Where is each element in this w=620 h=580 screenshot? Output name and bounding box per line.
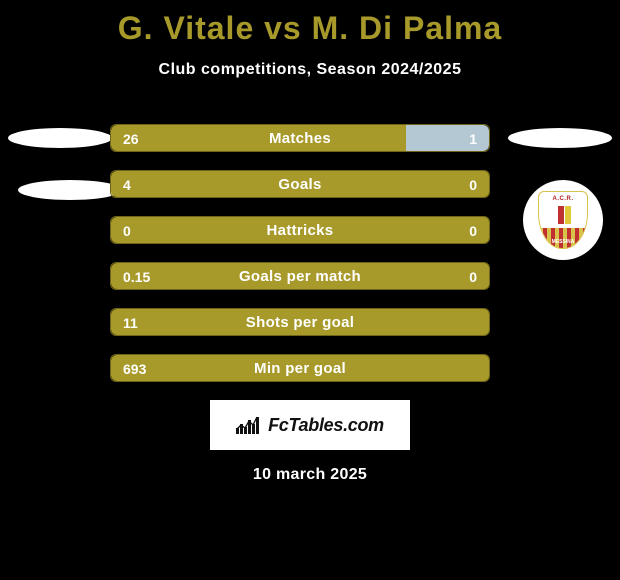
stat-row: 11Shots per goal [110, 308, 490, 336]
player-left-avatar [18, 180, 122, 200]
date-label: 10 march 2025 [0, 466, 620, 484]
vs-text: vs [254, 10, 311, 46]
fctables-icon [236, 412, 262, 438]
stat-row: 0.150Goals per match [110, 262, 490, 290]
comparison-title: G. Vitale vs M. Di Palma [0, 0, 620, 47]
player-left-avatar [8, 128, 112, 148]
club-badge-right: A.C.R. MESSINA [523, 180, 603, 260]
fctables-badge: FcTables.com [210, 400, 410, 450]
player-right-name: M. Di Palma [312, 10, 503, 46]
player-left-name: G. Vitale [118, 10, 254, 46]
stat-row: 40Goals [110, 170, 490, 198]
stat-label: Goals [111, 171, 489, 197]
subtitle: Club competitions, Season 2024/2025 [0, 61, 620, 79]
comparison-bars: 261Matches 40Goals 00Hattricks 0.150Goals p… [110, 124, 490, 400]
player-right-avatar [508, 128, 612, 148]
stat-label: Goals per match [111, 263, 489, 289]
stat-label: Min per goal [111, 355, 489, 381]
stat-label: Shots per goal [111, 309, 489, 335]
stat-label: Matches [111, 125, 489, 151]
stat-row: 693Min per goal [110, 354, 490, 382]
stat-row: 00Hattricks [110, 216, 490, 244]
fctables-label: FcTables.com [268, 415, 384, 436]
stat-label: Hattricks [111, 217, 489, 243]
stat-row: 261Matches [110, 124, 490, 152]
